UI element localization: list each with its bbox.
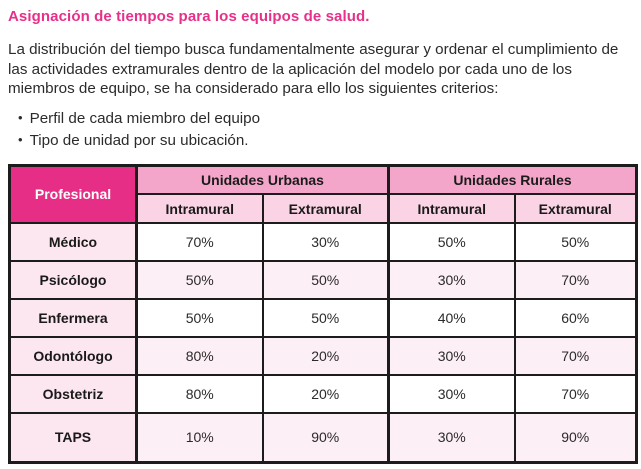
section-title: Asignación de tiempos para los equipos d… — [8, 8, 370, 25]
bullet-icon: • — [18, 131, 23, 147]
table-cell: 50% — [135, 298, 264, 338]
table-cell: 10% — [135, 412, 264, 463]
table-cell: 80% — [135, 336, 264, 376]
table-row: TAPS 10% 90% 30% 90% — [8, 412, 638, 463]
table-cell: 50% — [261, 298, 390, 338]
table-cell: 30% — [387, 374, 516, 414]
table-cell: 90% — [513, 412, 638, 463]
table-row: Psicólogo 50% 50% 30% 70% — [8, 260, 638, 300]
table-cell: 50% — [513, 222, 638, 262]
table-cell: 80% — [135, 374, 264, 414]
table-row: Obstetriz 80% 20% 30% 70% — [8, 374, 638, 414]
column-header-profesional: Profesional — [8, 164, 138, 224]
criteria-list: • Perfil de cada miembro del equipo • Ti… — [18, 108, 634, 152]
table-row: Enfermera 50% 50% 40% 60% — [8, 298, 638, 338]
table-cell: 40% — [387, 298, 516, 338]
row-label: Psicólogo — [8, 260, 138, 300]
table-cell: 70% — [513, 260, 638, 300]
subheader-rurales-extramural: Extramural — [513, 193, 638, 224]
table-cell: 30% — [387, 336, 516, 376]
time-allocation-table: Profesional Unidades Urbanas Unidades Ru… — [8, 163, 639, 464]
row-label: Obstetriz — [8, 374, 138, 414]
table-cell: 90% — [261, 412, 390, 463]
row-label: TAPS — [8, 412, 138, 463]
subheader-urbanas-extramural: Extramural — [261, 193, 390, 224]
subheader-urbanas-intramural: Intramural — [135, 193, 264, 224]
row-label: Médico — [8, 222, 138, 262]
subheader-rurales-intramural: Intramural — [387, 193, 516, 224]
table-cell: 50% — [261, 260, 390, 300]
table-cell: 50% — [387, 222, 516, 262]
intro-paragraph: La distribución del tiempo busca fundame… — [8, 41, 619, 97]
table-cell: 20% — [261, 374, 390, 414]
table-cell: 50% — [135, 260, 264, 300]
bullet-text: Tipo de unidad por su ubicación. — [29, 131, 249, 149]
table-row: Odontólogo 80% 20% 30% 70% — [8, 336, 638, 376]
table-cell: 70% — [513, 336, 638, 376]
table-header: Profesional Unidades Urbanas Unidades Ru… — [8, 164, 638, 224]
row-label: Enfermera — [8, 298, 138, 338]
table-body: Médico 70% 30% 50% 50% Psicólogo 50% 50%… — [8, 222, 638, 463]
list-item: • Perfil de cada miembro del equipo — [18, 108, 634, 130]
table-cell: 30% — [261, 222, 390, 262]
bullet-text: Perfil de cada miembro del equipo — [29, 109, 261, 127]
bullet-icon: • — [18, 109, 23, 125]
table-cell: 60% — [513, 298, 638, 338]
table-cell: 30% — [387, 260, 516, 300]
table-row: Médico 70% 30% 50% 50% — [8, 222, 638, 262]
list-item: • Tipo de unidad por su ubicación. — [18, 130, 634, 152]
table-cell: 30% — [387, 412, 516, 463]
group-header-rurales: Unidades Rurales — [386, 164, 638, 195]
table-cell: 20% — [261, 336, 390, 376]
table-cell: 70% — [135, 222, 264, 262]
group-header-urbanas: Unidades Urbanas — [135, 164, 390, 195]
row-label: Odontólogo — [8, 336, 138, 376]
table-cell: 70% — [513, 374, 638, 414]
